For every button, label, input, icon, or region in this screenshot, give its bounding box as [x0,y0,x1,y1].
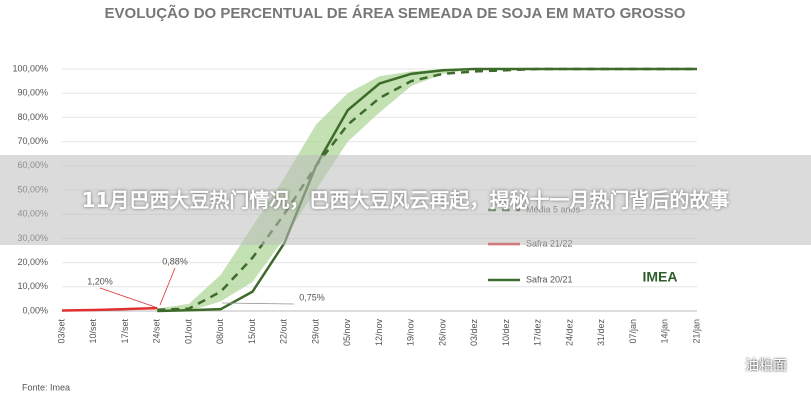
annotation-leader [99,287,156,308]
x-tick-label: 31/dez [596,319,606,347]
x-tick-label: 26/nov [437,319,447,347]
x-tick-label: 19/nov [406,319,416,347]
series-line [61,306,158,312]
x-tick-label: 03/dez [469,319,479,347]
y-tick-label: 90,00% [17,88,48,98]
y-tick-label: 20,00% [17,257,48,267]
banner: 11月巴西大豆热门情况，巴西大豆风云再起，揭秘十一月热门背后的故事 [0,155,811,245]
overlay-title: 11月巴西大豆热门情况，巴西大豆风云再起，揭秘十一月热门背后的故事 [81,188,730,212]
annotation-leader [159,267,176,306]
band [157,69,697,311]
chart-title: EVOLUÇÃO DO PERCENTUAL DE ÁREA SEMEADA D… [105,4,686,22]
x-tick-label: 21/jan [691,319,701,344]
watermark: 油粕面 [745,358,787,374]
annotation: 1,20% [87,276,113,286]
x-tick-label: 07/jan [628,319,638,344]
x-tick-label: 24/dez [564,319,574,347]
source: Fonte: Imea [22,382,70,392]
x-tick-label: 17/dez [533,319,543,347]
annotation-leader [221,302,295,305]
logo: IMEA [643,269,678,285]
x-tick-label: 01/out [183,319,193,345]
x-tick-label: 03/set [56,319,66,344]
y-tick-label: 70,00% [17,136,48,146]
x-tick-label: 10/dez [501,319,511,347]
y-tick-label: 100,00% [12,63,48,73]
annotation: 0,75% [299,292,325,302]
x-tick-label: 05/nov [342,319,352,347]
x-tick-label: 24/set [152,319,162,344]
series-line [157,67,697,313]
x-tick-label: 22/out [279,319,289,345]
y-tick-label: 10,00% [17,281,48,291]
x-tick-label: 12/nov [374,319,384,347]
x-tick-label: 17/set [120,319,130,344]
annotation: 0,88% [162,256,188,266]
x-tick-label: 14/jan [660,319,670,344]
x-tick-label: 15/out [247,319,257,345]
x-tick-label: 10/set [88,319,98,344]
legend-label: Safra 20/21 [526,274,573,284]
y-tick-label: 0,00% [22,305,48,315]
y-tick-label: 80,00% [17,112,48,122]
x-tick-label: 08/out [215,319,225,345]
x-tick-label: 29/out [310,319,320,345]
